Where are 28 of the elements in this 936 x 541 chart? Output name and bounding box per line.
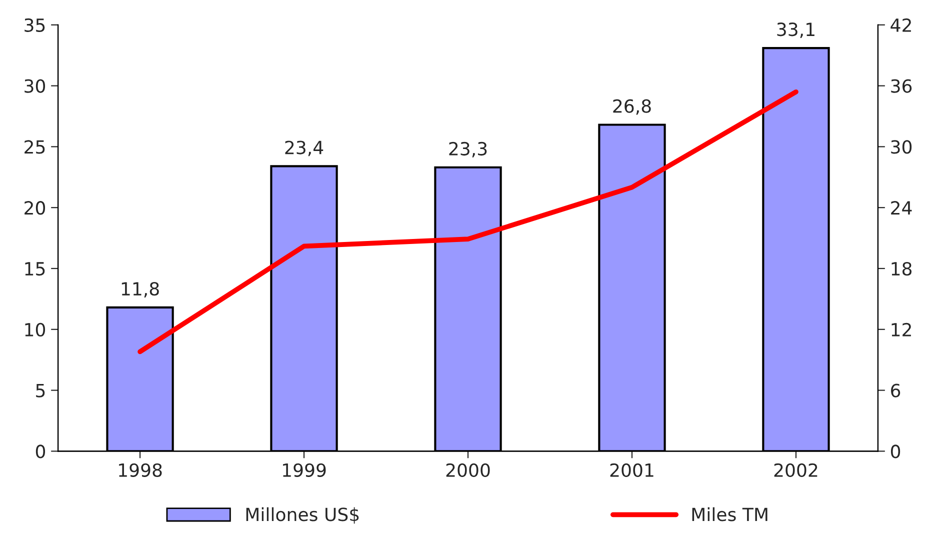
y-tick-label: 30 [24,79,46,93]
y2-tick-label: 0 [890,444,900,458]
y-tick-label: 0 [36,444,46,458]
x-tick-label: 2001 [610,463,654,477]
y2-tick-label: 30 [891,140,912,154]
x-tick-label: 1998 [119,463,162,477]
x-tick-label: 1999 [283,463,326,477]
y2-tick-label: 18 [892,262,912,276]
y2-tick-label: 24 [891,201,912,214]
y-tick-label: 10 [25,322,46,337]
y-tick-label: 15 [25,262,45,276]
data-label: 11,8 [122,282,159,298]
x-tick-label: 2002 [774,463,818,477]
y-tick-label: 35 [24,18,45,32]
y2-tick-label: 42 [890,18,911,32]
y-tick-label: 5 [36,384,45,398]
y-tick-label: 25 [24,140,45,154]
y-tick-label: 20 [24,201,46,215]
y2-tick-label: 12 [892,322,911,336]
data-label: 33,1 [777,22,814,38]
data-label: 26,8 [613,99,651,115]
y2-tick-label: 6 [891,384,900,398]
data-label: 23,4 [285,140,324,156]
data-label: 23,3 [449,142,487,158]
legend-label: Millones US$ [246,507,359,524]
legend-label: Miles TM [692,507,768,522]
x-tick-label: 2000 [446,463,490,477]
y2-tick-label: 36 [891,79,912,93]
